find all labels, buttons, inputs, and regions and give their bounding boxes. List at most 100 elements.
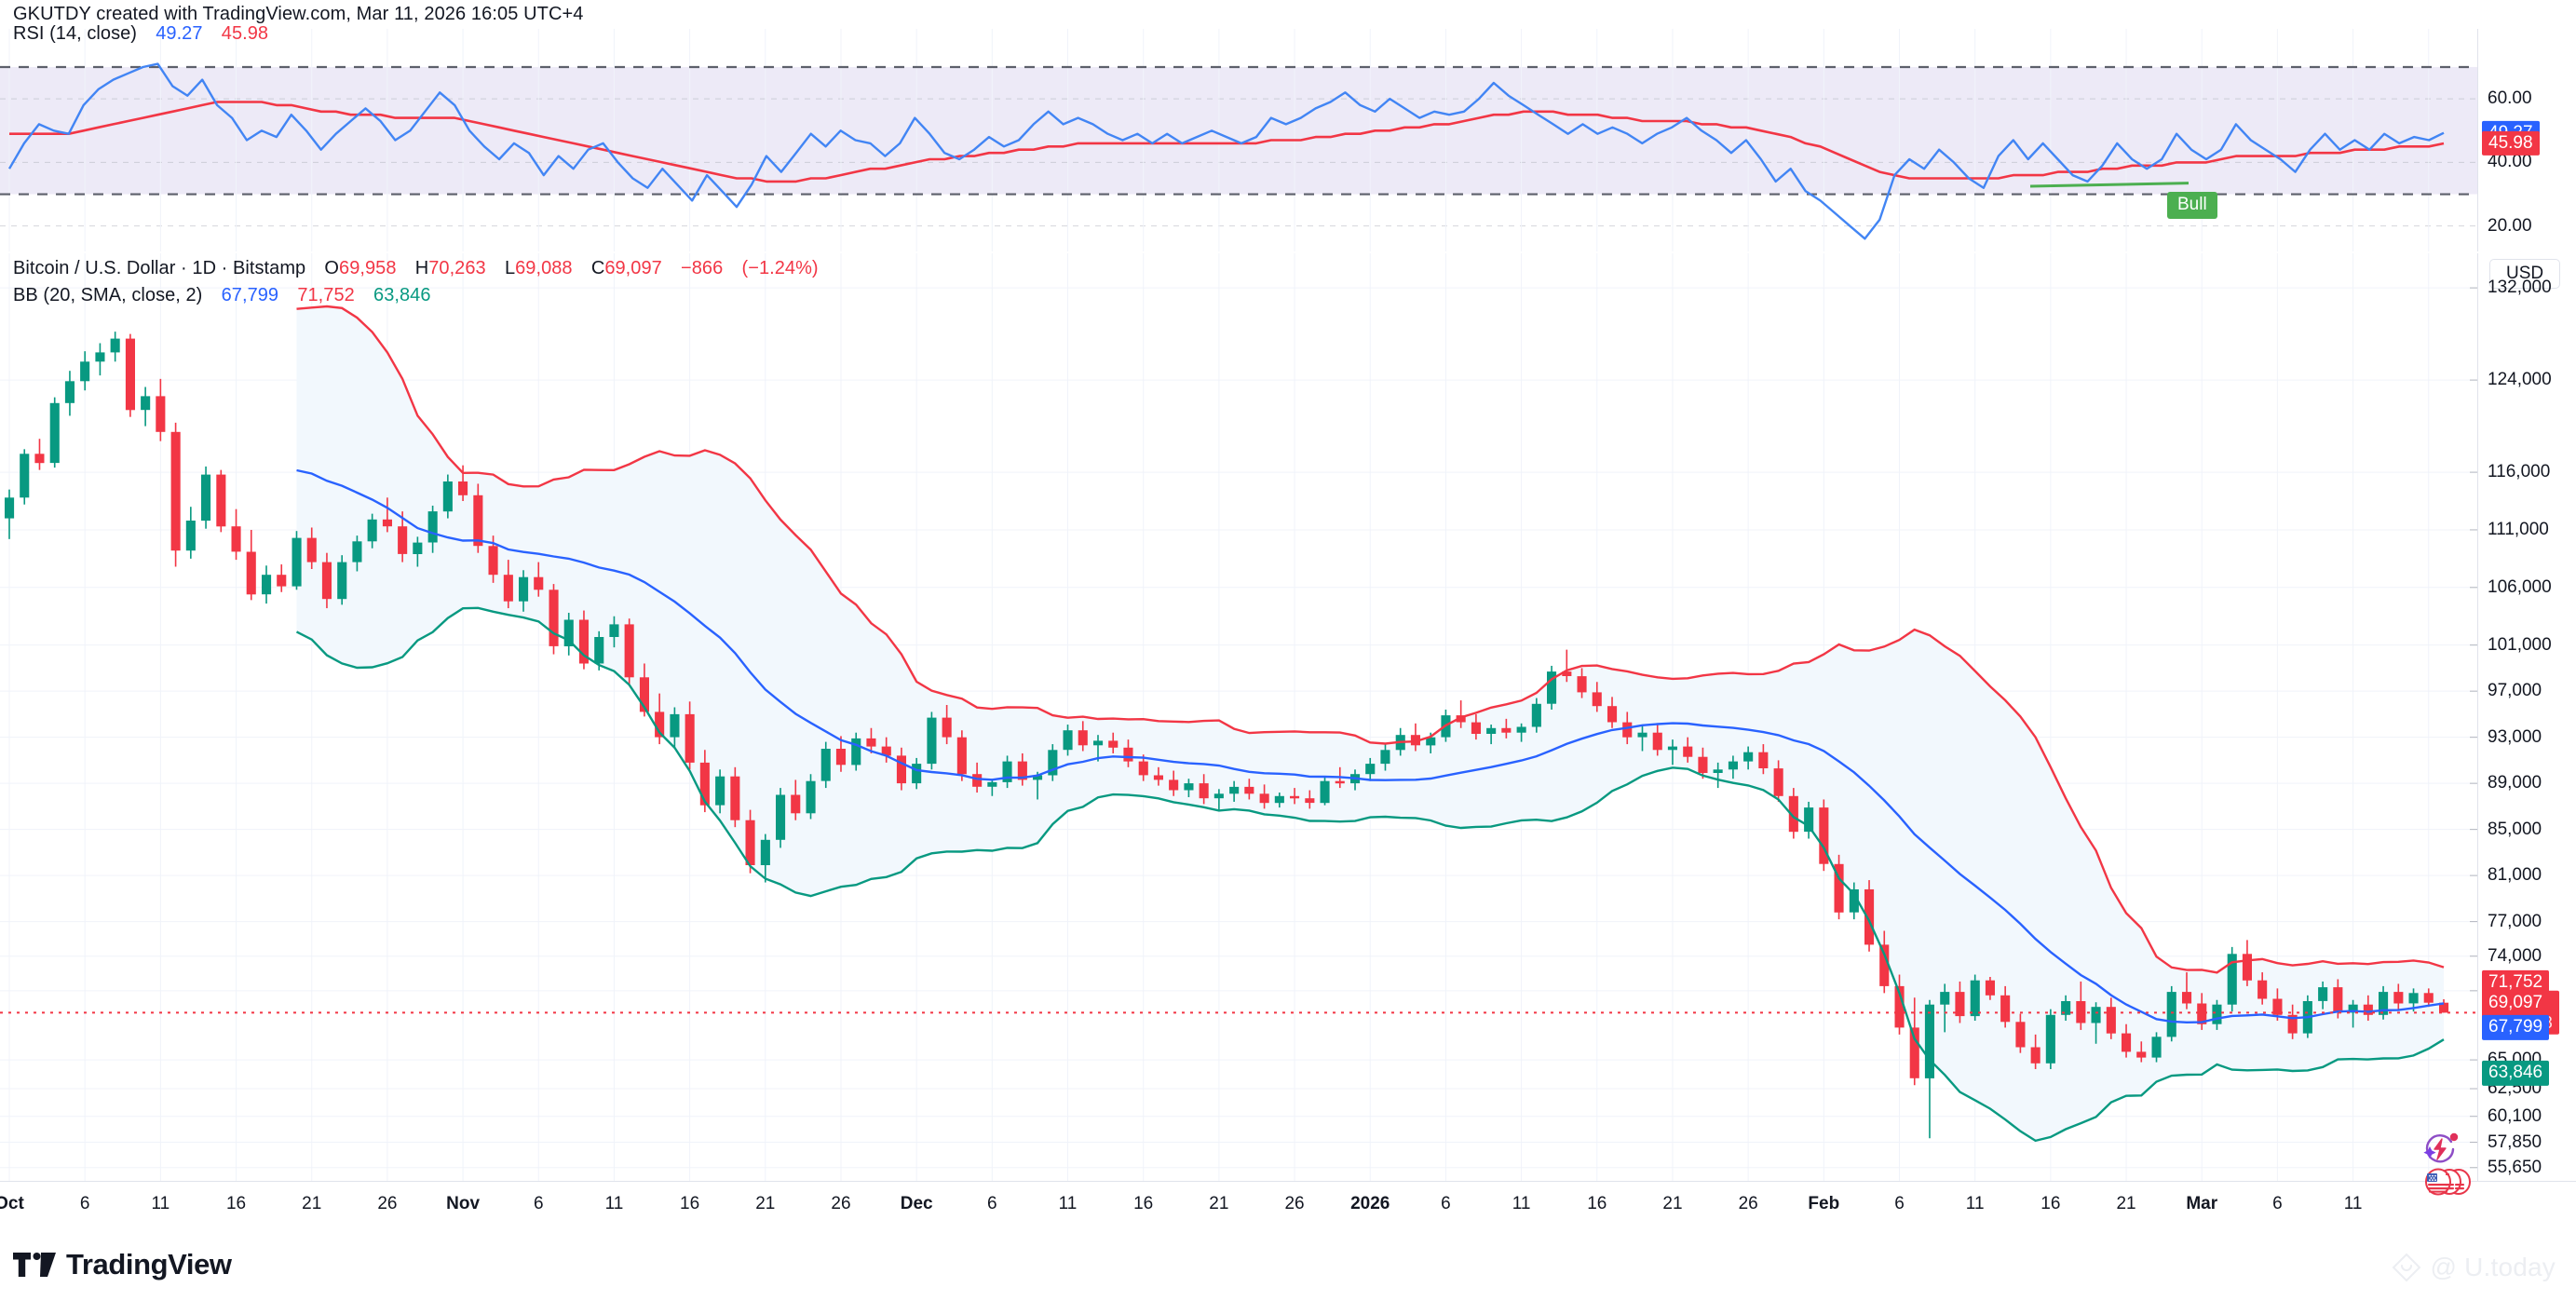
rsi-tick: 60.00 [2488, 88, 2532, 109]
time-tick: 16 [225, 1194, 247, 1213]
rsi-legend[interactable]: RSI (14, close) 49.27 45.98 [13, 23, 268, 45]
time-tick: 11 [151, 1194, 170, 1213]
time-tick: 16 [1587, 1194, 1607, 1213]
time-tick: 11 [1965, 1194, 1985, 1213]
sparkle-lightning-icon [2423, 1132, 2459, 1163]
time-tick: 6 [79, 1194, 90, 1213]
symbol-name: Bitcoin / U.S. Dollar [13, 258, 176, 278]
time-tick: 21 [1209, 1194, 1229, 1213]
price-pane[interactable] [0, 253, 2477, 1181]
change-value: −866 [681, 258, 724, 278]
us-flag-coins-button[interactable] [2418, 1167, 2474, 1201]
price-tick: 89,000 [2488, 773, 2542, 793]
price-tick: 101,000 [2488, 634, 2552, 655]
rsi-legend-ma-value: 45.98 [221, 23, 269, 44]
candlestick-plot [0, 253, 2477, 1181]
bb-upper-badge[interactable]: 71,752 [2482, 969, 2550, 995]
price-tick: 85,000 [2488, 819, 2542, 839]
price-legend[interactable]: Bitcoin / U.S. Dollar · 1D · Bitstamp O6… [13, 258, 819, 279]
time-tick: 6 [2272, 1194, 2283, 1213]
time-tick: Oct [0, 1194, 24, 1213]
price-canvas [0, 253, 2477, 1181]
footer: TradingView @ U.today [0, 1227, 2576, 1301]
bb-legend-title: BB (20, SMA, close, 2) [13, 285, 203, 305]
rsi-tick: 40.00 [2488, 152, 2532, 172]
rsi-ma-value-badge[interactable]: 45.98 [2482, 130, 2540, 156]
time-tick: 6 [1441, 1194, 1451, 1213]
bull-signal-badge[interactable]: Bull [2167, 192, 2217, 219]
rsi-pane[interactable] [0, 29, 2477, 251]
coins-icon [2425, 1168, 2471, 1196]
time-tick: 11 [1058, 1194, 1078, 1213]
bb-upper-value: 71,752 [297, 285, 355, 305]
time-tick: 26 [1284, 1194, 1305, 1213]
time-tick: 16 [2040, 1194, 2061, 1213]
price-tick: 106,000 [2488, 576, 2552, 597]
rsi-tick: 20.00 [2488, 215, 2532, 236]
bb-lower-badge-value: 63,846 [2488, 1063, 2543, 1083]
bb-basis-value: 67,799 [221, 285, 279, 305]
time-tick: Mar [2186, 1194, 2218, 1213]
time-tick: 21 [2116, 1194, 2136, 1213]
time-tick: 26 [377, 1194, 398, 1213]
close-value: 69,097 [604, 258, 662, 278]
price-tick: 93,000 [2488, 726, 2542, 747]
open-value: 69,958 [339, 258, 397, 278]
time-tick: 16 [680, 1194, 700, 1213]
time-tick: Feb [1808, 1194, 1840, 1213]
tradingview-logo[interactable]: TradingView [13, 1248, 232, 1281]
low-label: L [504, 258, 516, 278]
price-tick: 116,000 [2488, 462, 2551, 482]
time-tick: 2026 [1350, 1194, 1390, 1213]
time-tick: 6 [533, 1194, 544, 1213]
exchange-label: Bitstamp [233, 258, 306, 278]
price-tick: 55,650 [2488, 1157, 2542, 1177]
time-tick: 11 [1512, 1194, 1531, 1213]
legend-sep-2: · [216, 258, 233, 278]
tradingview-mark-icon [13, 1253, 56, 1277]
currency-chip[interactable]: USD [2489, 259, 2561, 289]
time-tick: 26 [831, 1194, 851, 1213]
attribution-text: GKUTDY created with TradingView.com, Mar… [13, 4, 584, 24]
price-tick: 77,000 [2488, 911, 2542, 931]
time-tick: 11 [2343, 1194, 2363, 1213]
open-label: O [324, 258, 340, 278]
utoday-watermark: @ U.today [2391, 1252, 2556, 1283]
rsi-plot [0, 29, 2477, 251]
bb-basis-badge[interactable]: 67,799 [2482, 1015, 2550, 1040]
time-tick: Nov [446, 1194, 481, 1213]
price-tick: 81,000 [2488, 865, 2542, 886]
bb-basis-badge-value: 67,799 [2488, 1017, 2543, 1037]
watermark-text: @ U.today [2430, 1253, 2556, 1281]
time-tick: 11 [604, 1194, 624, 1213]
tradingview-wordmark: TradingView [66, 1248, 232, 1281]
time-tick: 21 [1662, 1194, 1683, 1213]
time-tick: Dec [900, 1194, 933, 1213]
bb-lower-value: 63,846 [373, 285, 431, 305]
legend-sep-1: · [175, 258, 193, 278]
bb-lower-badge[interactable]: 63,846 [2482, 1061, 2550, 1086]
price-scale[interactable]: USD 132,000 124,000 116,000 111,000 106,000 1… [2477, 253, 2576, 1181]
time-tick: 21 [755, 1194, 776, 1213]
high-value: 70,263 [428, 258, 486, 278]
price-tick: 132,000 [2488, 278, 2552, 298]
low-value: 69,088 [515, 258, 573, 278]
time-tick: 16 [1133, 1194, 1154, 1213]
price-tick: 57,850 [2488, 1132, 2542, 1152]
time-tick: 6 [987, 1194, 997, 1213]
time-tick: 26 [1738, 1194, 1758, 1213]
close-label: C [590, 258, 605, 278]
price-tick: 60,100 [2488, 1105, 2542, 1126]
price-tick: 74,000 [2488, 945, 2542, 966]
time-axis[interactable]: Oct 6 11 16 21 26 Nov 6 11 16 21 26 Dec 6 11 16 21 26 2026… [0, 1181, 2576, 1227]
last-price-badge-value: 69,097 [2488, 993, 2543, 1013]
bollinger-bands-legend[interactable]: BB (20, SMA, close, 2) 67,799 71,752 63,… [13, 285, 431, 306]
price-tick: 124,000 [2488, 370, 2552, 390]
ai-assistant-button[interactable] [2419, 1129, 2461, 1176]
interval-label: 1D [192, 258, 217, 278]
rsi-canvas [0, 29, 2477, 251]
diamond-logo-icon [2392, 1253, 2420, 1282]
price-tick: 111,000 [2488, 519, 2549, 539]
